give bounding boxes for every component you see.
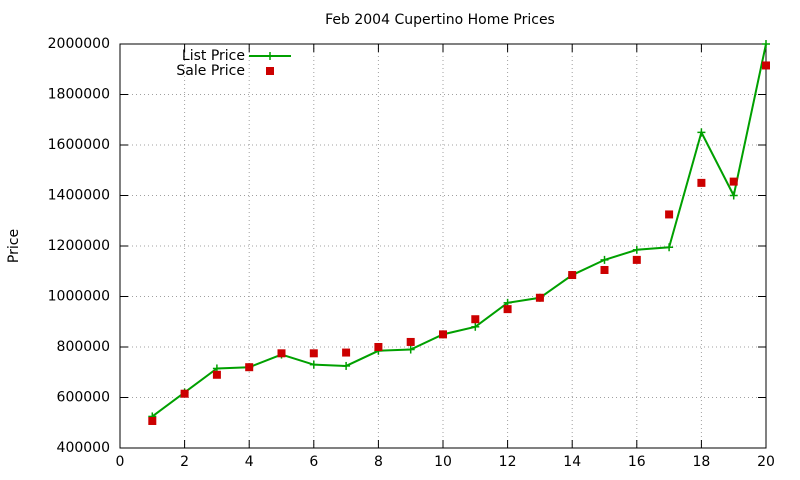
point bbox=[697, 178, 706, 187]
point bbox=[600, 265, 609, 274]
point bbox=[277, 349, 286, 358]
point bbox=[665, 210, 674, 219]
point bbox=[665, 243, 674, 252]
plot-border bbox=[119, 43, 767, 449]
x-tick-label: 6 bbox=[309, 454, 318, 470]
point bbox=[535, 293, 544, 302]
point bbox=[439, 330, 447, 339]
point bbox=[406, 337, 415, 346]
point bbox=[406, 345, 415, 354]
point bbox=[568, 271, 577, 280]
x-tick-label: 0 bbox=[116, 454, 125, 470]
y-tick-label: 1200000 bbox=[48, 238, 110, 254]
x-tick-label: 10 bbox=[434, 454, 452, 470]
x-tick-label: 20 bbox=[757, 454, 775, 470]
point bbox=[697, 128, 706, 137]
point bbox=[374, 343, 383, 351]
point bbox=[471, 322, 480, 331]
point bbox=[632, 245, 641, 254]
point bbox=[471, 315, 480, 324]
y-tick-label: 1600000 bbox=[48, 137, 110, 153]
x-tick-label: 2 bbox=[180, 454, 189, 470]
y-tick-label: 1400000 bbox=[48, 188, 110, 204]
legend-marker bbox=[266, 67, 274, 75]
point bbox=[309, 349, 318, 358]
point bbox=[180, 389, 189, 398]
point bbox=[309, 360, 318, 369]
point bbox=[632, 255, 641, 264]
point bbox=[342, 348, 351, 357]
point bbox=[148, 416, 157, 425]
point bbox=[729, 177, 738, 186]
series-line bbox=[151, 43, 767, 418]
x-tick-label: 18 bbox=[692, 454, 710, 470]
point bbox=[762, 40, 770, 48]
legend-label: List Price bbox=[182, 48, 245, 64]
point bbox=[503, 305, 512, 314]
y-tick-label: 1800000 bbox=[48, 87, 110, 103]
chart-title: Feb 2004 Cupertino Home Prices bbox=[325, 12, 555, 28]
legend-marker bbox=[266, 52, 274, 60]
y-tick-label: 1000000 bbox=[48, 289, 110, 305]
y-tick-label: 800000 bbox=[57, 339, 110, 355]
y-tick-label: 2000000 bbox=[48, 36, 110, 52]
x-tick-label: 8 bbox=[374, 454, 383, 470]
x-tick-label: 12 bbox=[499, 454, 517, 470]
y-axis-label: Price bbox=[6, 229, 22, 263]
point bbox=[600, 255, 609, 264]
legend-label: Sale Price bbox=[176, 63, 245, 79]
point bbox=[212, 370, 221, 379]
y-tick-label: 600000 bbox=[57, 390, 110, 406]
x-tick-label: 4 bbox=[245, 454, 254, 470]
point bbox=[245, 363, 254, 372]
y-tick-label: 400000 bbox=[57, 440, 110, 456]
x-tick-label: 16 bbox=[628, 454, 646, 470]
point bbox=[729, 191, 738, 200]
point bbox=[342, 361, 351, 370]
point bbox=[762, 61, 770, 70]
x-tick-label: 14 bbox=[563, 454, 581, 470]
